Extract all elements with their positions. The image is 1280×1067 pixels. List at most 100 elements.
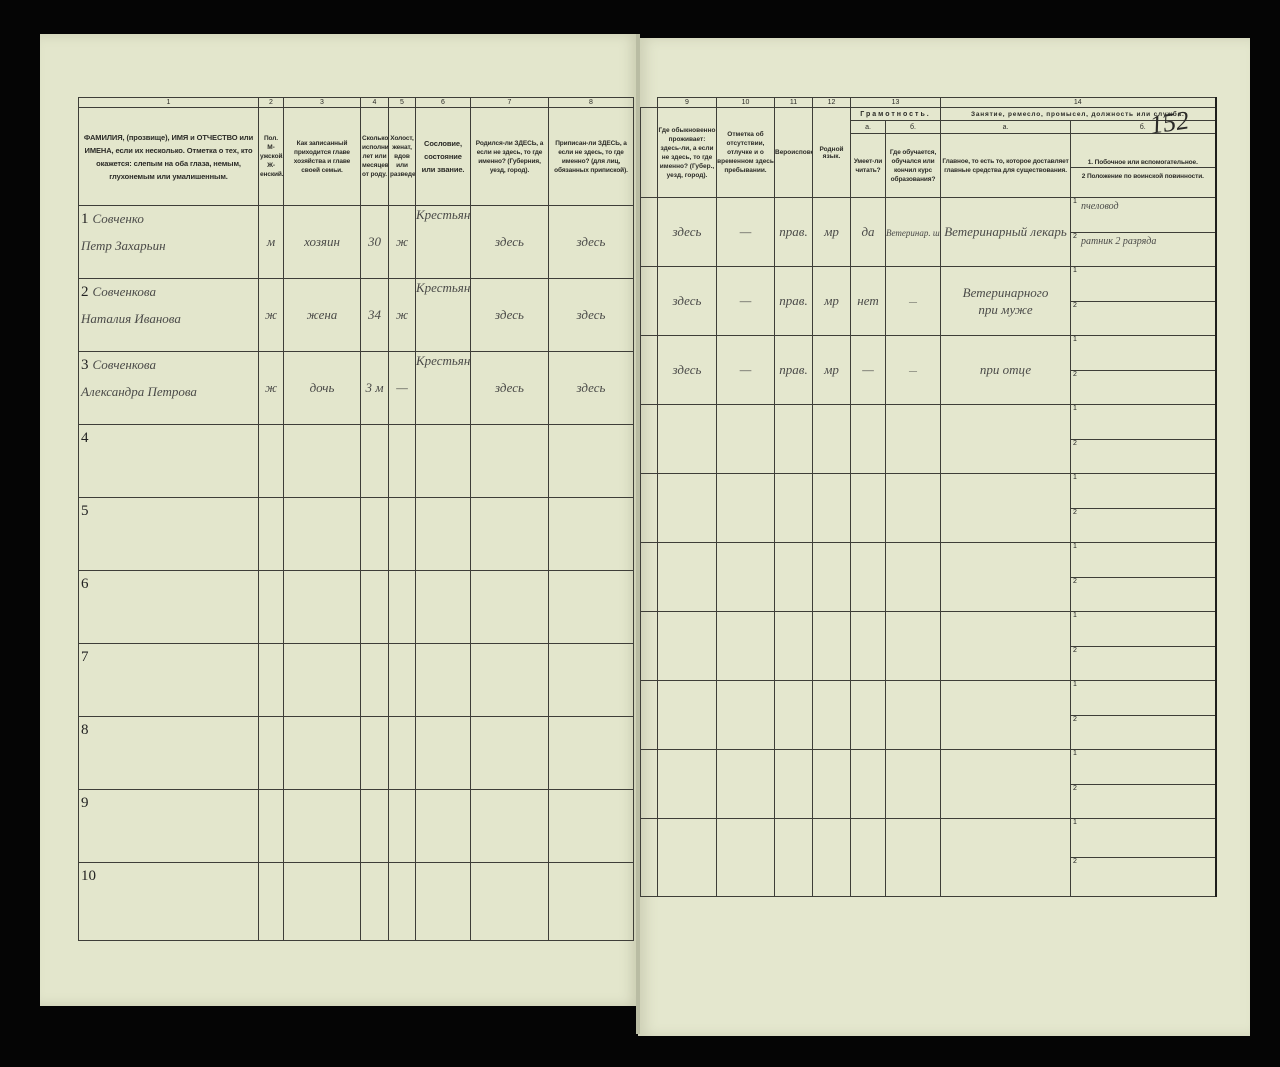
margin-cell [640, 680, 658, 750]
education-cell [884, 542, 942, 612]
literate-cell [850, 473, 886, 543]
sub-label: 1 [1073, 543, 1077, 551]
sub-label: 2 [1073, 232, 1077, 240]
header-relation: Как записанный приходится главе хозяйств… [283, 107, 361, 206]
row-number: 8 [81, 722, 89, 738]
born-cell-text: здесь [495, 380, 524, 395]
sex-cell [258, 643, 284, 717]
table-row: здесь — прав. мр да Ветеринар. школа Ветеринар… [640, 197, 1217, 267]
absence-cell [716, 404, 775, 474]
registered-cell-text: здесь [576, 307, 606, 322]
language-cell [812, 473, 851, 543]
military-status: 2 [1072, 371, 1214, 404]
header-marital: Холост, женат, вдов или разведен. [388, 107, 416, 206]
name-cell: 9 [78, 789, 259, 863]
marital-cell-text: ж [395, 234, 409, 249]
relation-cell [283, 424, 361, 498]
surname: Совченкова [92, 284, 156, 299]
age-cell: 3 м [360, 351, 389, 425]
born-cell [470, 643, 549, 717]
census-table-left: 1 2 3 4 5 6 7 8 ФАМИЛИЯ, (прозвище), ИМЯ… [78, 97, 634, 941]
name-cell: 7 [78, 643, 259, 717]
sub-label: 1 [1073, 681, 1077, 689]
literate-cell-text: — [862, 362, 874, 377]
literate-cell [850, 680, 886, 750]
estate-cell [415, 862, 471, 941]
margin-cell [640, 335, 658, 405]
marital-cell [388, 862, 416, 941]
marital-cell-text: ж [395, 307, 409, 322]
sex-cell [258, 789, 284, 863]
religion-cell [774, 680, 813, 750]
religion-cell-text: прав. [779, 224, 808, 239]
margin-cell [640, 611, 658, 681]
relation-cell: жена [283, 278, 361, 352]
relation-cell-text: дочь [309, 380, 335, 395]
side-occupation: 1 [1071, 475, 1214, 509]
resides-cell [657, 542, 717, 612]
col-number: 11 [774, 97, 813, 108]
estate-cell [415, 424, 471, 498]
occupation-cell: при отце [940, 335, 1072, 405]
header-religion: Вероисповедание. [774, 107, 813, 198]
religion-cell: прав. [774, 335, 813, 405]
marital-cell [388, 570, 416, 644]
header-born: Родился-ли ЗДЕСЬ, а если не здесь, то гд… [470, 107, 549, 206]
name-cell: 6 [78, 570, 259, 644]
header-14b-letter: б. [1070, 120, 1217, 134]
estate-cell [415, 570, 471, 644]
religion-cell-text: прав. [779, 293, 808, 308]
language-cell-text: мр [824, 293, 839, 308]
sub-label: 1 [1073, 405, 1077, 413]
religion-cell [774, 404, 813, 474]
language-cell [812, 542, 851, 612]
education-cell-text: — [909, 297, 918, 307]
col-number: 3 [283, 97, 361, 108]
education-cell [884, 473, 942, 543]
margin-cell [640, 542, 658, 612]
census-table-right: 9 10 11 12 13 14 Где обыкновенно прожива… [640, 97, 1217, 897]
header-14a-letter: а. [940, 120, 1072, 134]
age-cell-text: 34 [368, 307, 381, 322]
registered-cell-text: здесь [576, 380, 606, 395]
resides-cell: здесь [657, 335, 717, 405]
relation-cell [283, 643, 361, 717]
row-number: 6 [81, 576, 89, 592]
sex-cell [258, 424, 284, 498]
age-cell: 30 [360, 205, 389, 279]
margin-cell [640, 404, 658, 474]
marital-cell: ж [388, 205, 416, 279]
row-number: 7 [81, 649, 89, 665]
resides-cell [657, 611, 717, 681]
born-cell [470, 570, 549, 644]
registered-cell: здесь [548, 205, 634, 279]
estate-cell-text: Крестьян [416, 280, 471, 295]
marital-cell: — [388, 351, 416, 425]
header-literacy: Грамотность. [849, 107, 942, 121]
resides-cell [657, 473, 717, 543]
col-number: 6 [415, 97, 471, 108]
sex-cell [258, 862, 284, 941]
sex-cell [258, 570, 284, 644]
language-cell: мр [812, 335, 851, 405]
born-cell-text: здесь [495, 307, 524, 322]
registered-cell [548, 716, 634, 790]
literate-cell: нет [850, 266, 886, 336]
given-name: Александра Петрова [81, 384, 197, 399]
side-occupation: 1 [1071, 751, 1214, 785]
sub-label: 1 [1073, 198, 1077, 206]
sub-label: 1 [1073, 267, 1077, 275]
side-occupation: 1 [1071, 337, 1214, 371]
literate-cell [850, 818, 886, 897]
age-cell [360, 497, 389, 571]
resides-cell [657, 749, 717, 819]
table-row: 3 Совченкова Александра Петрова ж дочь 3 м — Кр… [78, 351, 634, 425]
born-cell [470, 789, 549, 863]
absence-cell-text: — [739, 293, 752, 308]
military-status: 2 [1072, 578, 1214, 611]
sex-cell-text: ж [264, 380, 278, 395]
